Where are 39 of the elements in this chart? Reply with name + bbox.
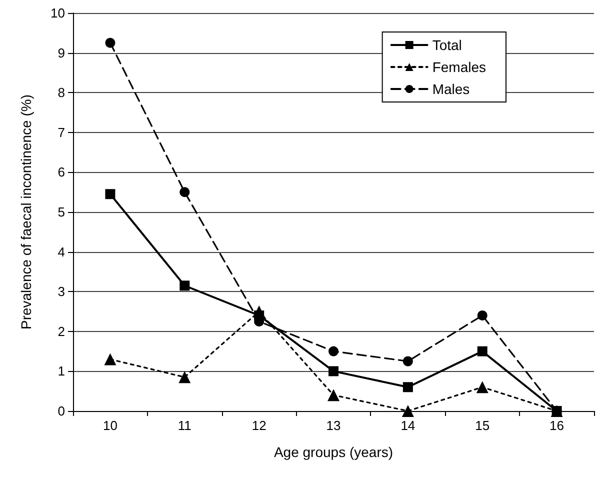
point (402, 382, 413, 392)
point (476, 381, 488, 394)
point (105, 189, 116, 200)
y-tick-label: 5 (58, 204, 65, 220)
point (477, 310, 488, 320)
y-axis-title: Prevalence of faecal incontinence (%) (18, 94, 34, 330)
point (402, 356, 413, 366)
y-tick-label: 1 (58, 364, 65, 379)
y-tick-label: 0 (58, 404, 65, 418)
y-tick-label: 8 (58, 85, 65, 100)
y-tick-label: 10 (50, 6, 65, 20)
point (477, 346, 488, 356)
legend-label: Females (432, 59, 486, 75)
point (328, 346, 338, 356)
point (178, 371, 191, 384)
point (328, 366, 338, 376)
point (328, 389, 340, 402)
point (180, 187, 190, 198)
point (180, 280, 190, 291)
x-axis-title: Age groups (years) (274, 444, 394, 460)
x-tick-label: 13 (326, 418, 341, 433)
x-tick-label: 10 (102, 418, 118, 433)
y-tick-label: 9 (58, 45, 65, 60)
legend-label: Males (432, 81, 470, 97)
point (402, 405, 414, 417)
x-tick-label: 12 (252, 418, 266, 433)
y-tick-label: 3 (58, 284, 65, 300)
point (254, 310, 264, 320)
x-tick-label: 14 (400, 418, 416, 433)
y-tick-label: 6 (58, 164, 65, 180)
x-tick-label: 15 (475, 418, 490, 433)
legend-label: Total (432, 37, 462, 53)
point (104, 353, 116, 366)
x-tick-label: 11 (178, 418, 192, 433)
y-tick-label: 7 (58, 124, 65, 140)
point (105, 38, 116, 48)
y-tick-label: 2 (58, 324, 65, 339)
y-tick-label: 4 (58, 244, 65, 260)
x-tick-label: 16 (550, 418, 564, 433)
